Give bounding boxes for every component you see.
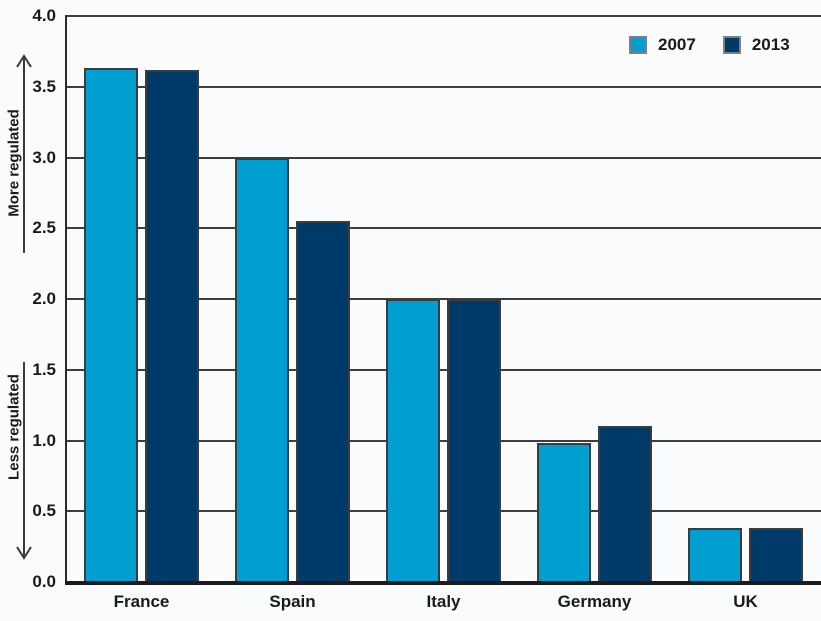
more-regulated-arrow-icon — [16, 54, 32, 253]
y-tick-label: 2.0 — [32, 289, 56, 308]
gridline-1.0 — [66, 439, 821, 442]
x-axis-label-france: France — [113, 592, 170, 611]
bar-2013-spain — [296, 221, 350, 583]
bar-2007-france — [84, 68, 138, 583]
bar-2007-italy — [386, 299, 440, 583]
y-tick-label: 3.0 — [32, 147, 56, 167]
bar-2007-spain — [235, 157, 289, 583]
gridline-1.5 — [66, 368, 821, 371]
y-tick-label: 0.0 — [32, 572, 56, 591]
bar-2013-uk — [749, 528, 803, 583]
gridline-2.5 — [66, 227, 821, 230]
bar-2013-germany — [598, 426, 652, 583]
legend: 2007 2013 — [629, 36, 790, 54]
less-regulated-arrow-icon — [16, 362, 32, 560]
x-axis-line — [65, 581, 821, 585]
gridline-4.0 — [66, 15, 821, 17]
gridline-3.5 — [66, 85, 821, 88]
legend-item-2007: 2007 — [629, 36, 696, 54]
y-tick-label: 3.5 — [32, 76, 56, 96]
bar-2013-italy — [447, 299, 501, 583]
legend-swatch-2013 — [722, 36, 741, 54]
bar-2013-france — [145, 69, 199, 583]
gridline-2.0 — [66, 298, 821, 300]
y-tick-label: 0.5 — [32, 501, 56, 521]
bar-2007-germany — [537, 443, 591, 583]
y-tick-label: 2.5 — [32, 218, 56, 238]
gridline-0.5 — [66, 510, 821, 513]
legend-label-2007: 2007 — [658, 35, 696, 54]
y-tick-label: 4.0 — [32, 6, 56, 25]
gridline-3.0 — [66, 156, 821, 159]
y-tick-label: 1.0 — [32, 430, 56, 450]
legend-swatch-2007 — [629, 36, 647, 54]
legend-item-2013: 2013 — [722, 35, 790, 54]
legend-label-2013: 2013 — [751, 35, 790, 54]
x-axis-label-spain: Spain — [269, 592, 316, 611]
x-axis-label-italy: Italy — [426, 592, 461, 611]
y-tick-label: 1.5 — [32, 359, 56, 379]
x-axis-label-uk: UK — [733, 592, 758, 611]
x-axis-label-germany: Germany — [557, 592, 632, 611]
bar-2007-uk — [688, 528, 742, 583]
y-axis-line — [65, 15, 67, 585]
